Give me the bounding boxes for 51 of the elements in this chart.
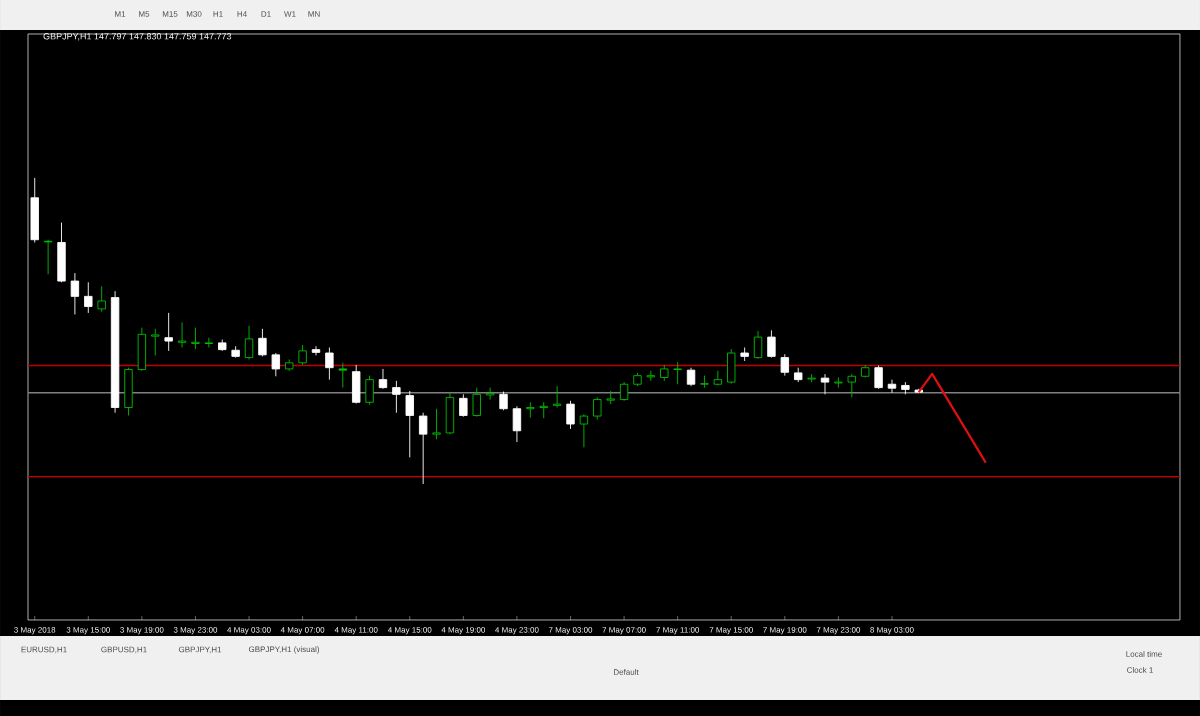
candlestick: [84, 281, 93, 314]
candlestick: [164, 312, 173, 352]
candlestick: [673, 361, 682, 385]
candlestick: [445, 392, 455, 434]
candlestick: [459, 393, 468, 416]
candlestick: [539, 401, 548, 419]
candlestick: [619, 381, 629, 400]
candlestick: [606, 390, 615, 405]
candlestick: [767, 329, 776, 357]
candlestick: [780, 353, 790, 377]
candlestick: [378, 368, 388, 389]
candlestick: [177, 321, 187, 348]
candlestick: [901, 381, 910, 395]
candlestick: [137, 327, 147, 370]
candlestick: [351, 364, 361, 403]
candlestick: [887, 379, 897, 394]
candlestick: [552, 385, 562, 408]
candlestick: [499, 391, 508, 411]
candlestick: [30, 177, 39, 243]
candlestick: [43, 240, 53, 275]
candlestick: [258, 328, 267, 357]
candlestick: [847, 373, 856, 398]
candlestick: [231, 345, 240, 357]
candlestick: [820, 373, 830, 395]
candlestick: [753, 330, 763, 359]
candlestick: [244, 325, 254, 360]
candlestick: [860, 364, 870, 377]
candlestick: [472, 387, 481, 416]
candlestick: [834, 377, 843, 389]
candlestick: [285, 358, 294, 372]
candlestick: [526, 401, 535, 419]
candlestick: [191, 327, 200, 350]
candlestick: [405, 390, 414, 458]
candlestick: [713, 370, 723, 385]
candlestick: [512, 405, 522, 443]
candlestick: [485, 387, 495, 400]
candlestick: [646, 370, 656, 382]
candlestick: [57, 222, 66, 282]
candlestick: [392, 380, 401, 414]
candlestick: [70, 272, 80, 315]
candlestick: [325, 347, 334, 381]
candlestick: [298, 344, 307, 366]
candlestick: [110, 290, 120, 414]
candlestick: [97, 285, 106, 313]
candlestick: [593, 396, 602, 420]
candlestick: [633, 372, 642, 387]
candlestick: [686, 367, 696, 387]
candlestick: [432, 408, 441, 440]
candlestick: [579, 413, 589, 448]
candlestick: [740, 347, 749, 362]
candlestick: [700, 375, 709, 389]
